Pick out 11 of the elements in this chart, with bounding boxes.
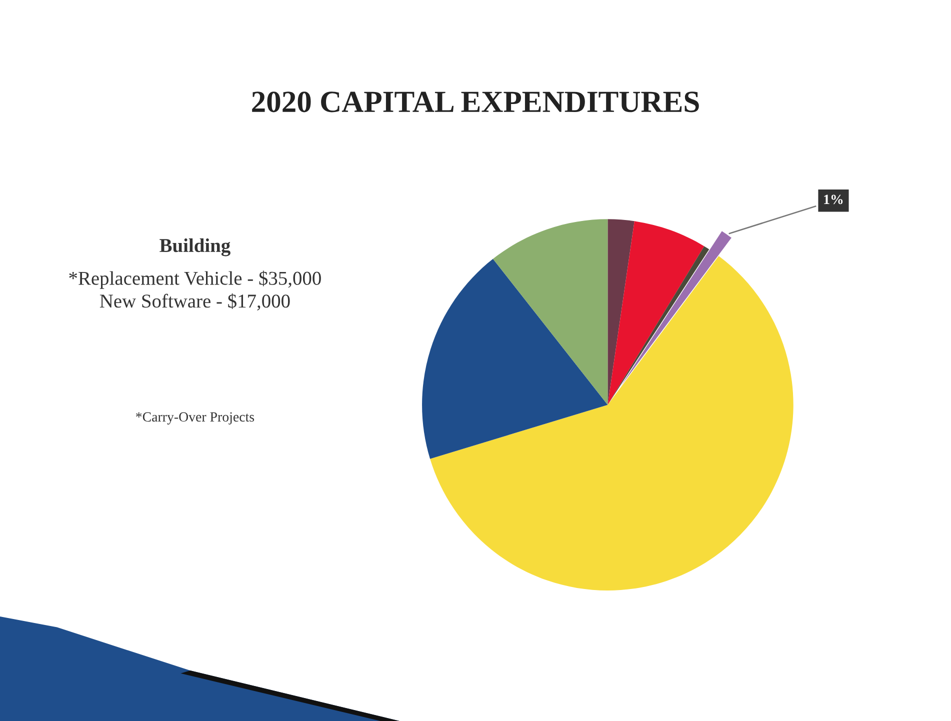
text: *Carry-Over Projects bbox=[136, 412, 254, 424]
chart-title: 2020 CAPITAL EXPENDITURES bbox=[252, 92, 699, 112]
pie-slice bbox=[422, 258, 608, 459]
pie-slice bbox=[608, 219, 634, 405]
pie-slice bbox=[492, 219, 608, 405]
text: Building bbox=[160, 238, 230, 256]
pie-slice bbox=[608, 221, 704, 405]
text: *Replacement Vehicle - $35,000 bbox=[69, 270, 321, 289]
text: New Software - $17,000 bbox=[100, 293, 290, 310]
data-label: 1% bbox=[824, 194, 843, 204]
pie-slice bbox=[430, 256, 794, 590]
